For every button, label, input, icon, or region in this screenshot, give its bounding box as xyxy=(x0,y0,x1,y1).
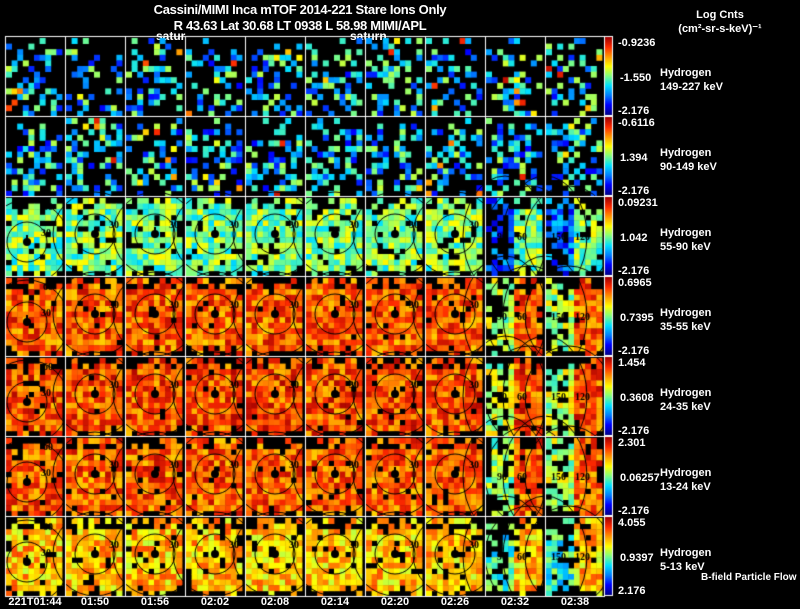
colorbar-max-label: -0.9236 xyxy=(618,37,656,49)
colorbar-mid-label: 0.9397 xyxy=(620,552,654,564)
colorbar-mid-label: 1.394 xyxy=(620,152,648,164)
row-species-label: Hydrogen xyxy=(660,467,712,479)
x-tick-label: 02:26 xyxy=(440,596,470,608)
colorbar-min-label: -2.176 xyxy=(618,425,650,437)
colorbar-mid-label: 0.06257 xyxy=(620,472,660,484)
row-energy-label: 90-149 keV xyxy=(660,161,717,173)
colorbar-min-label: -2.176 xyxy=(618,505,650,517)
colorbar-max-label: 1.454 xyxy=(618,357,646,369)
row-energy-label: 24-35 keV xyxy=(660,401,711,413)
colorbar-mid-label: 0.7395 xyxy=(620,312,654,324)
row-energy-label: 35-55 keV xyxy=(660,321,711,333)
row-energy-label: 13-24 keV xyxy=(660,481,711,493)
colorbar-min-label: 2.176 xyxy=(618,585,646,597)
row-species-label: Hydrogen xyxy=(660,547,712,559)
row-energy-label: 55-90 keV xyxy=(660,241,711,253)
row-energy-label: 5-13 keV xyxy=(660,561,705,573)
row-species-label: Hydrogen xyxy=(660,147,712,159)
x-tick-label: 01:56 xyxy=(140,596,170,608)
colorbar-max-label: 4.055 xyxy=(618,517,646,529)
x-tick-label: 02:38 xyxy=(560,596,590,608)
colorbar-mid-label: 0.3608 xyxy=(620,392,654,404)
colorbar-mid-label: -1.550 xyxy=(620,72,652,84)
x-tick-label: 02:32 xyxy=(500,596,530,608)
x-tick-label: 02:14 xyxy=(320,596,350,608)
colorbar-min-label: -2.176 xyxy=(618,105,650,117)
row-species-label: Hydrogen xyxy=(660,67,712,79)
colorbar-max-label: 2.301 xyxy=(618,437,646,449)
colorbar-min-label: -2.176 xyxy=(618,345,650,357)
x-tick-label: 02:02 xyxy=(200,596,230,608)
colorbar-mid-label: 1.042 xyxy=(620,232,648,244)
x-tick-label: 221T01:44 xyxy=(8,596,62,608)
colorbar-max-label: -0.6116 xyxy=(618,117,655,129)
row-species-label: Hydrogen xyxy=(660,307,712,319)
x-tick-label: 02:20 xyxy=(380,596,410,608)
colorbar-min-label: -2.176 xyxy=(618,265,650,277)
row-energy-label: 149-227 keV xyxy=(660,81,723,93)
row-species-label: Hydrogen xyxy=(660,227,712,239)
x-tick-label: 01:50 xyxy=(80,596,110,608)
colorbar-min-label: -2.176 xyxy=(618,185,650,197)
x-tick-label: 02:08 xyxy=(260,596,290,608)
bfield-particle-flow-label: B-field Particle Flow xyxy=(701,572,797,583)
row-species-label: Hydrogen xyxy=(660,387,712,399)
colorbar-max-label: 0.6965 xyxy=(618,277,652,289)
colorbar-max-label: 0.09231 xyxy=(618,197,658,209)
